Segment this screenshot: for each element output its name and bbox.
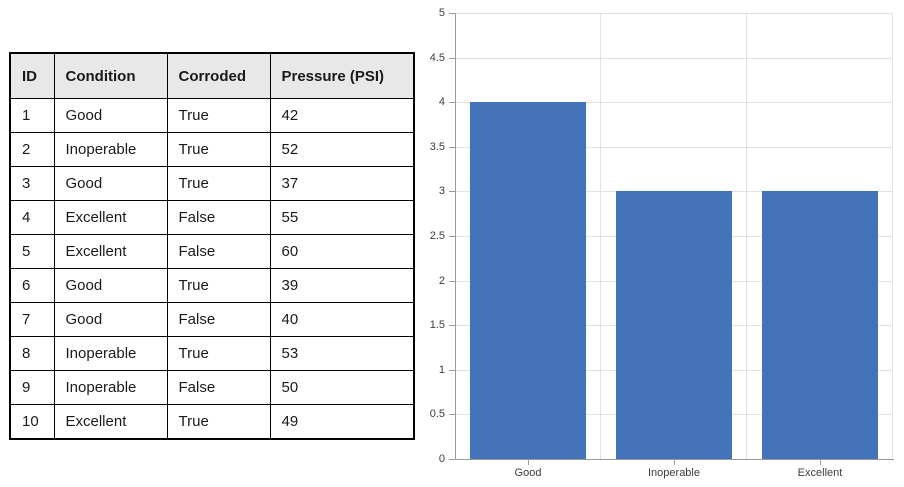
table-row: 7 Good False 40 — [9, 302, 415, 337]
y-axis-tick — [449, 325, 455, 327]
y-tick-label: 2.5 — [429, 230, 445, 242]
table-cell: 37 — [269, 166, 415, 201]
y-tick-label: 0.5 — [429, 408, 445, 421]
table-header: ID Condition Corroded Pressure (PSI) — [9, 52, 415, 99]
y-axis-tick — [449, 459, 455, 460]
x-tick-label: Good — [514, 467, 542, 479]
pipe-data-table: ID Condition Corroded Pressure (PSI) 1 Good T… — [9, 52, 415, 440]
table-cell: True — [166, 404, 271, 440]
table-cell: True — [166, 336, 271, 371]
table-cell: True — [166, 132, 271, 167]
y-axis-line — [455, 13, 456, 459]
y-tick-label: 2 — [438, 274, 445, 287]
bar-excellent — [761, 191, 879, 459]
y-tick-label: 4 — [438, 96, 445, 109]
table-cell: 42 — [269, 98, 415, 133]
table-cell: 49 — [269, 404, 415, 440]
y-axis-tick — [449, 414, 455, 416]
y-tick-label: 0 — [438, 453, 445, 465]
table-row: 9 Inoperable False 50 — [9, 370, 415, 405]
table-cell: Good — [53, 98, 168, 133]
table-row: 1 Good True 42 — [9, 98, 415, 133]
table-cell: Inoperable — [53, 370, 168, 405]
y-axis-tick — [449, 57, 455, 59]
y-axis-tick — [449, 146, 455, 148]
gridline-horizontal — [455, 57, 893, 59]
table-cell: True — [166, 98, 271, 133]
gridline-horizontal — [455, 102, 893, 104]
table-cell: 6 — [9, 268, 55, 303]
table-cell: Excellent — [53, 404, 168, 440]
table-cell: 8 — [9, 336, 55, 371]
table-cell: 52 — [269, 132, 415, 167]
table-cell: 2 — [9, 132, 55, 167]
table-cell: 39 — [269, 268, 415, 303]
column-header-pressure-psi: Pressure (PSI) — [269, 52, 415, 99]
y-tick-label: 3.5 — [429, 140, 445, 153]
gridline-vertical — [600, 13, 601, 459]
table-cell: Good — [53, 302, 168, 337]
table-row: 5 Excellent False 60 — [9, 234, 415, 269]
table-cell: 60 — [269, 234, 415, 269]
table-cell: Inoperable — [53, 336, 168, 371]
table-cell: True — [166, 268, 271, 303]
table-header-row: ID Condition Corroded Pressure (PSI) — [9, 52, 415, 99]
table-cell: 7 — [9, 302, 55, 337]
table-cell: Good — [53, 166, 168, 201]
y-tick-label: 5 — [438, 7, 445, 19]
table-row: 6 Good True 39 — [9, 268, 415, 303]
gridline-horizontal — [455, 146, 893, 148]
y-axis-tick — [449, 191, 455, 193]
table-row: 8 Inoperable True 53 — [9, 336, 415, 371]
table-row: 10 Excellent True 49 — [9, 404, 415, 440]
plot-area — [455, 13, 893, 459]
table-cell: False — [166, 370, 271, 405]
gridline-vertical — [892, 13, 893, 459]
y-axis-tick — [449, 236, 455, 237]
y-axis-tick — [449, 13, 455, 14]
table-body: 1 Good True 42 2 Inoperable True 52 3 Good True 37 4… — [9, 98, 415, 440]
y-axis-tick — [449, 102, 455, 104]
table-cell: False — [166, 234, 271, 269]
y-tick-label: 1 — [438, 363, 445, 376]
table-cell: True — [166, 166, 271, 201]
table-cell: Good — [53, 268, 168, 303]
y-axis-tick — [449, 280, 455, 282]
table-cell: Excellent — [53, 200, 168, 235]
table-cell: 3 — [9, 166, 55, 201]
x-axis-line — [455, 459, 894, 460]
y-tick-label: 3 — [438, 185, 445, 198]
table-cell: False — [166, 302, 271, 337]
table-cell: 4 — [9, 200, 55, 235]
gridline-vertical — [746, 13, 747, 459]
x-axis-tick — [820, 460, 821, 465]
x-axis-tick — [674, 460, 675, 465]
table-cell: 40 — [269, 302, 415, 337]
y-tick-label: 1.5 — [429, 319, 445, 332]
bar-good — [469, 102, 587, 459]
x-tick-label: Excellent — [797, 467, 843, 479]
y-tick-label: 4.5 — [429, 51, 445, 64]
bar-inoperable — [615, 191, 733, 459]
x-axis-tick — [528, 460, 529, 465]
table-cell: 53 — [269, 336, 415, 371]
y-axis-tick — [449, 369, 455, 371]
table-row: 3 Good True 37 — [9, 166, 415, 201]
table-cell: 5 — [9, 234, 55, 269]
gridline-horizontal — [455, 13, 893, 14]
x-tick-label: Inoperable — [648, 467, 700, 479]
table-cell: 50 — [269, 370, 415, 405]
